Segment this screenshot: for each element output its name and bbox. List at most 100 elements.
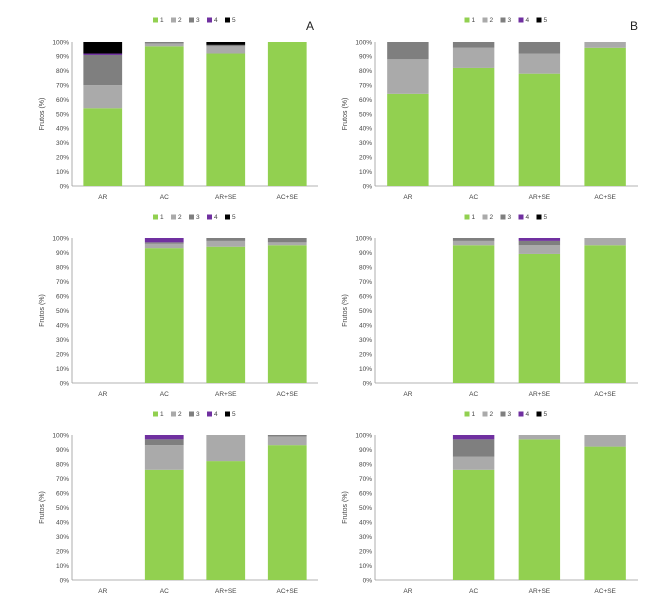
bar-segment-ac-se-class-1 xyxy=(584,446,626,580)
bar-segment-ac-class-2 xyxy=(452,456,495,470)
x-tick-label: AC+SE xyxy=(277,194,299,201)
legend-swatch-1 xyxy=(153,411,158,417)
y-tick-label: 40% xyxy=(56,322,69,329)
bar-segment-ar-se-class-2 xyxy=(206,240,246,247)
x-tick-label: AR+SE xyxy=(529,391,551,398)
legend-swatch-2 xyxy=(482,411,488,417)
y-tick-label: 10% xyxy=(56,563,69,570)
bar-segment-ac-class-1 xyxy=(452,469,495,580)
y-tick-label: 60% xyxy=(56,490,69,497)
bar-segment-ar-se-class-4 xyxy=(518,238,561,241)
bar-segment-ac-class-4 xyxy=(144,238,184,243)
legend-label-5: 5 xyxy=(544,411,548,418)
y-axis-title: Frutos (%) xyxy=(342,491,349,524)
bar-segment-ar-class-2 xyxy=(387,59,429,94)
y-tick-label: 80% xyxy=(56,68,69,75)
y-tick-label: 100% xyxy=(355,235,372,242)
x-tick-label: AC xyxy=(160,391,169,398)
legend-swatch-5 xyxy=(225,17,230,23)
bar-segment-ar-se-class-3 xyxy=(206,238,246,241)
legend-label-5: 5 xyxy=(544,17,548,24)
legend-label-1: 1 xyxy=(472,17,476,24)
y-tick-label: 70% xyxy=(359,476,372,483)
bar-segment-ac-class-2 xyxy=(452,240,495,246)
bar-segment-ac-class-1 xyxy=(452,245,495,383)
x-tick-label: AC+SE xyxy=(594,391,616,398)
bar-segment-ar-class-1 xyxy=(83,108,123,186)
x-tick-label: AC xyxy=(469,588,478,595)
legend-label-3: 3 xyxy=(508,411,512,418)
x-tick-label: AC+SE xyxy=(594,588,616,595)
legend-label-5: 5 xyxy=(232,214,236,221)
y-tick-label: 90% xyxy=(359,54,372,61)
bar-segment-ar-se-class-3 xyxy=(518,240,561,246)
legend-label-5: 5 xyxy=(544,214,548,221)
legend-label-2: 2 xyxy=(490,17,494,24)
legend-swatch-4 xyxy=(518,17,524,23)
bar-segment-ac-class-1 xyxy=(452,67,495,186)
chart-panel-3: 0% 10% 20% 30% 40% 50% 60% 70% 80% 90% 100% Frutos … xyxy=(39,214,318,398)
legend-swatch-5 xyxy=(536,17,542,23)
y-tick-label: 90% xyxy=(359,250,372,257)
y-tick-label: 80% xyxy=(359,264,372,271)
bar-segment-ac-se-class-2 xyxy=(267,436,307,446)
y-tick-label: 10% xyxy=(359,563,372,570)
legend-swatch-4 xyxy=(207,411,212,417)
x-tick-label: AR xyxy=(98,588,107,595)
y-tick-label: 70% xyxy=(56,476,69,483)
bar-segment-ar-class-4 xyxy=(83,53,123,55)
y-tick-label: 40% xyxy=(56,126,69,133)
legend-label-2: 2 xyxy=(490,214,494,221)
legend-label-3: 3 xyxy=(196,17,200,24)
chart-panel-6: 0% 10% 20% 30% 40% 50% 60% 70% 80% 90% 100% Frutos … xyxy=(342,411,638,595)
bar-segment-ac-class-3 xyxy=(144,42,184,44)
legend-label-2: 2 xyxy=(490,411,494,418)
bar-segment-ac-class-3 xyxy=(144,439,184,446)
legend-swatch-1 xyxy=(153,214,158,220)
legend-swatch-3 xyxy=(500,214,506,220)
bar-segment-ac-class-3 xyxy=(452,238,495,241)
y-tick-label: 100% xyxy=(52,432,69,439)
y-tick-label: 80% xyxy=(359,461,372,468)
bar-segment-ac-class-2 xyxy=(144,445,184,470)
x-tick-label: AC+SE xyxy=(277,391,299,398)
x-tick-label: AC xyxy=(469,391,478,398)
y-tick-label: 100% xyxy=(355,39,372,46)
legend-swatch-1 xyxy=(153,17,158,23)
x-tick-label: AR+SE xyxy=(215,588,237,595)
legend-label-4: 4 xyxy=(214,17,218,24)
y-tick-label: 20% xyxy=(359,155,372,162)
bar-segment-ac-class-4 xyxy=(452,435,495,440)
x-tick-label: AR+SE xyxy=(215,391,237,398)
legend-label-3: 3 xyxy=(196,214,200,221)
legend-swatch-1 xyxy=(464,411,470,417)
legend-swatch-3 xyxy=(189,411,194,417)
y-tick-label: 30% xyxy=(56,140,69,147)
y-tick-label: 10% xyxy=(359,169,372,176)
y-tick-label: 20% xyxy=(56,548,69,555)
x-tick-label: AC xyxy=(160,194,169,201)
legend-label-4: 4 xyxy=(526,214,530,221)
bar-segment-ar-se-class-5 xyxy=(206,42,246,45)
bar-segment-ar-se-class-2 xyxy=(518,245,561,254)
y-tick-label: 40% xyxy=(359,519,372,526)
bar-segment-ac-se-class-1 xyxy=(267,42,307,186)
legend-swatch-4 xyxy=(518,411,524,417)
y-tick-label: 0% xyxy=(60,577,70,584)
x-tick-label: AR xyxy=(403,588,412,595)
bar-segment-ar-class-2 xyxy=(83,85,123,109)
bar-segment-ac-class-1 xyxy=(144,248,184,383)
bar-segment-ar-class-1 xyxy=(387,93,429,186)
chart-panel-4: 0% 10% 20% 30% 40% 50% 60% 70% 80% 90% 100% Frutos … xyxy=(342,214,638,398)
legend-label-1: 1 xyxy=(472,411,476,418)
bar-segment-ac-class-3 xyxy=(144,242,184,244)
y-tick-label: 80% xyxy=(56,461,69,468)
y-axis-title: Frutos (%) xyxy=(39,294,46,327)
y-tick-label: 50% xyxy=(359,308,372,315)
bar-segment-ac-se-class-1 xyxy=(267,445,307,580)
y-tick-label: 60% xyxy=(56,97,69,104)
legend-label-1: 1 xyxy=(160,411,164,418)
legend-label-2: 2 xyxy=(178,17,182,24)
y-tick-label: 10% xyxy=(56,169,69,176)
legend-swatch-1 xyxy=(464,214,470,220)
